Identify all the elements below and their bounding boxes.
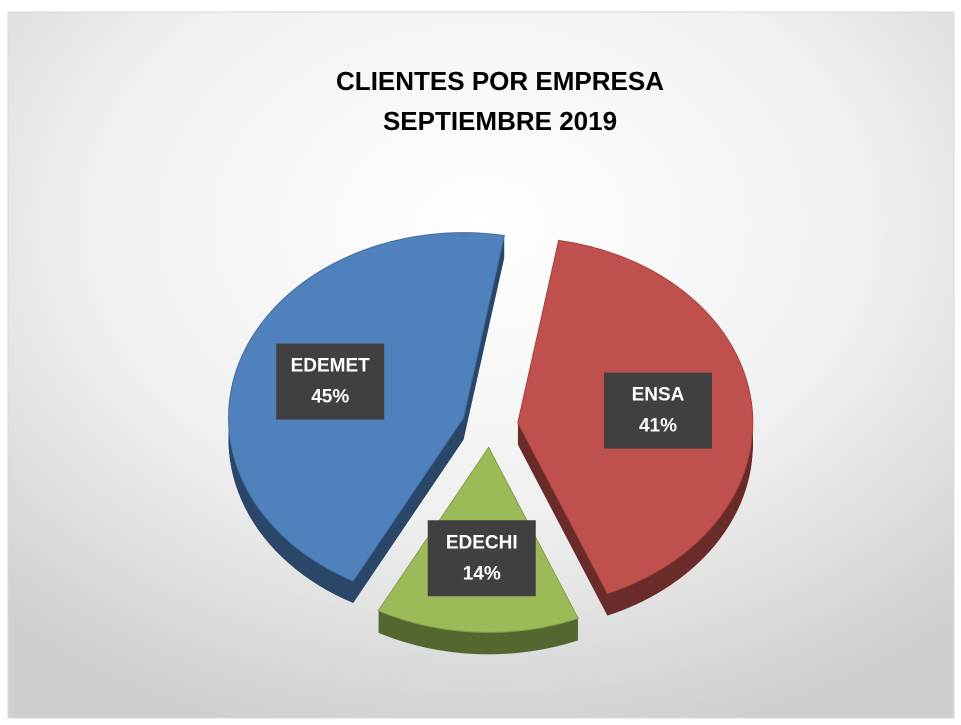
label-value: 41% (639, 416, 677, 437)
chart-subtitle: SEPTIEMBRE 2019 (383, 106, 617, 136)
label-box (427, 520, 536, 597)
label-value: 14% (463, 563, 501, 584)
label-value: 45% (311, 387, 349, 408)
label-category: EDEMET (291, 356, 371, 377)
label-box (276, 343, 385, 420)
labels: ENSA 41% EDECHI 14% EDEMET 45% (276, 343, 713, 597)
chart-title: CLIENTES POR EMPRESA (336, 66, 664, 96)
label-category: EDECHI (446, 532, 518, 553)
label-category: ENSA (632, 385, 685, 406)
label-box (604, 372, 713, 449)
